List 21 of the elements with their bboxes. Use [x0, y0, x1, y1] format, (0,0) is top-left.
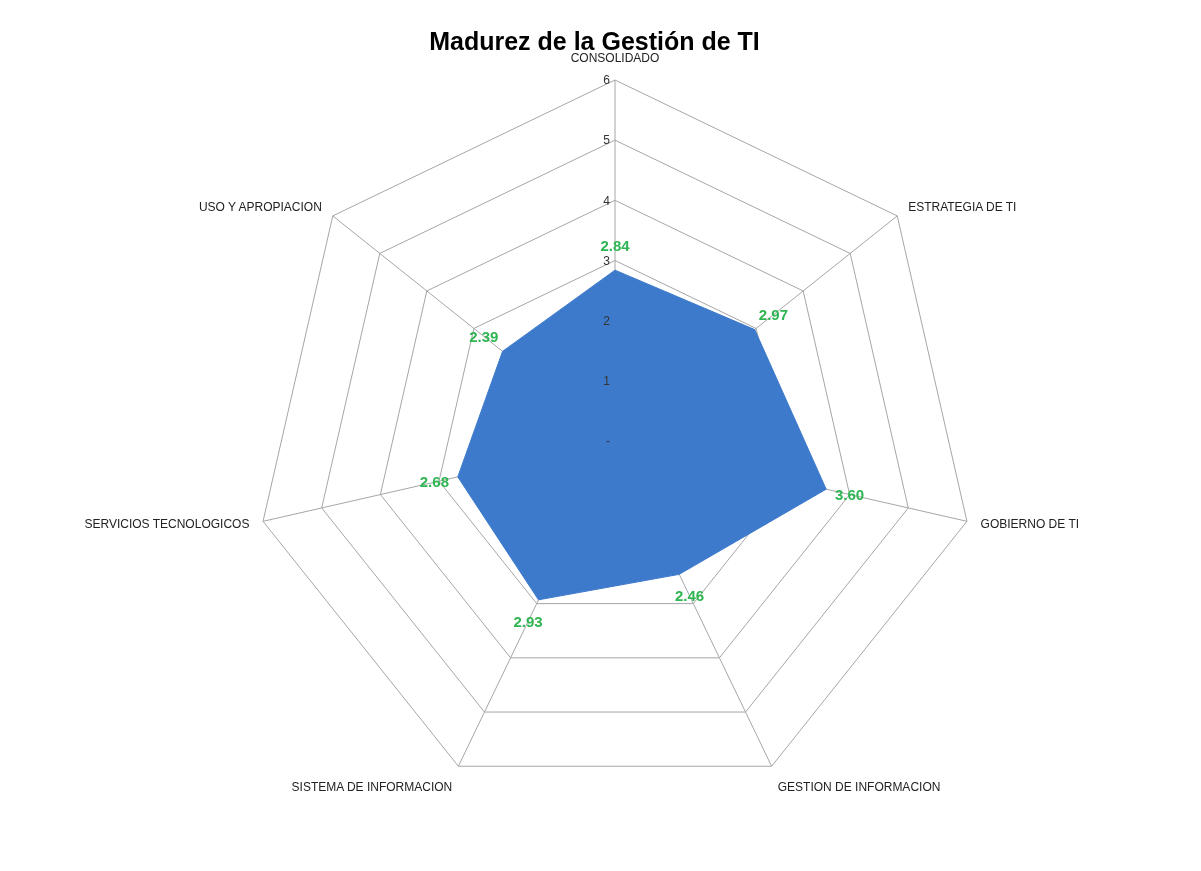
y-tick-label: -: [606, 434, 610, 449]
y-tick-label: 3: [603, 253, 611, 268]
data-label: 2.93: [513, 612, 543, 630]
spoke-label: SISTEMA DE INFORMACION: [291, 779, 453, 794]
data-label: 2.68: [419, 473, 449, 491]
y-tick-label: 1: [603, 374, 611, 389]
spoke-label: ESTRATEGIA DE TI: [908, 200, 1017, 215]
y-tick-label: 4: [603, 193, 611, 208]
spoke-label: USO Y APROPIACION: [198, 200, 322, 215]
y-tick-label: 6: [603, 73, 611, 88]
y-tick-label: 2: [603, 313, 611, 328]
data-label: 2.84: [600, 237, 631, 255]
spoke-label: GOBIERNO DE TI: [980, 517, 1080, 532]
data-label: 2.97: [758, 305, 789, 323]
data-label: 2.46: [675, 587, 705, 605]
spoke-label: CONSOLIDADO: [570, 51, 660, 65]
spoke-label: GESTION DE INFORMACION: [777, 779, 941, 794]
y-tick-label: 5: [603, 133, 611, 148]
data-label: 3.60: [834, 485, 865, 503]
data-label: 2.39: [469, 327, 499, 345]
spoke-label: SERVICIOS TECNOLOGICOS: [84, 517, 250, 532]
